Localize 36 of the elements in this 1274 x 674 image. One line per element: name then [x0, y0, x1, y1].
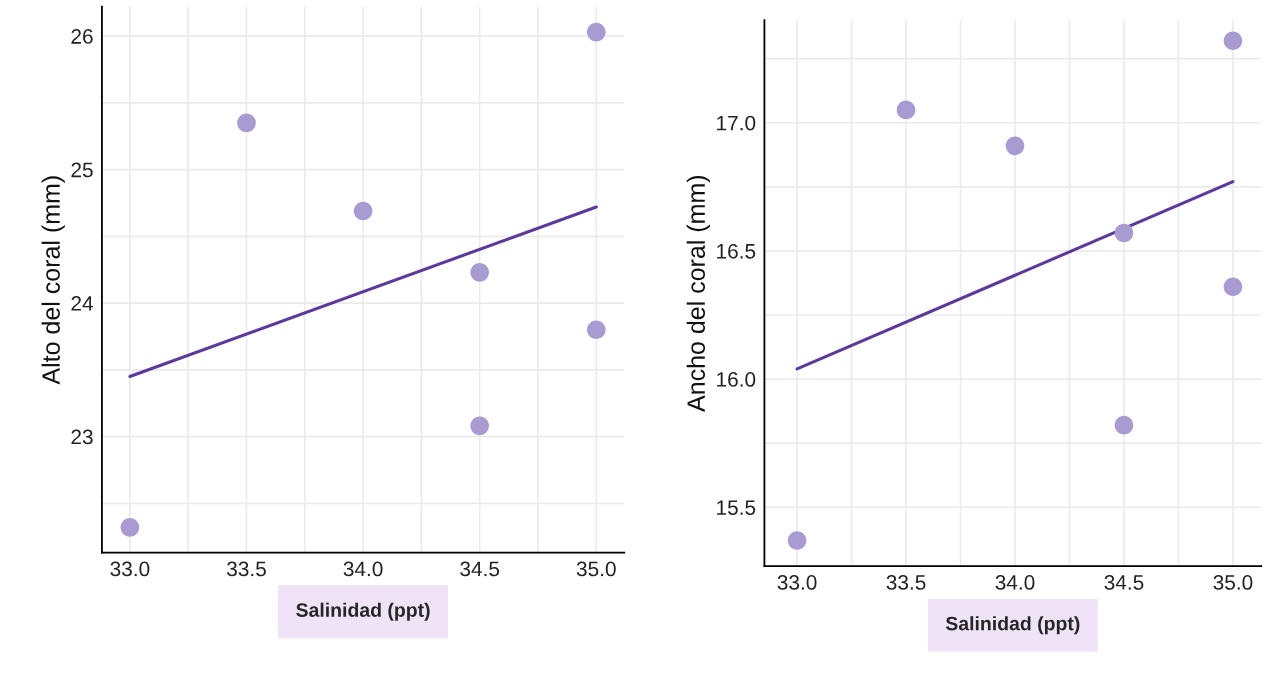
point — [1005, 136, 1025, 156]
point — [120, 518, 140, 537]
y-tick-label: 16.0 — [717, 372, 756, 387]
y-tick-label: 15.5 — [717, 500, 756, 515]
y-tick-label: 26 — [71, 29, 93, 44]
point — [896, 100, 916, 120]
x-tick-label: 34.0 — [343, 561, 383, 577]
y-tick-label: 17.0 — [717, 115, 756, 131]
point — [1114, 415, 1134, 435]
x-tick-label: 34.5 — [460, 561, 500, 577]
point — [353, 201, 373, 221]
point — [1223, 31, 1243, 51]
point — [1223, 277, 1243, 297]
point — [586, 320, 606, 340]
y-tick-label: 24 — [71, 296, 93, 311]
x-tick-label: 33.0 — [777, 575, 817, 590]
x-tick-label: 33.5 — [886, 575, 926, 590]
point — [1114, 223, 1134, 243]
x-tick-label: 35.0 — [576, 561, 616, 577]
x-tick-label: 34.0 — [995, 575, 1035, 590]
x-axis-title: Salinidad (ppt) — [296, 602, 430, 621]
y-tick-label: 23 — [71, 429, 93, 445]
point — [237, 113, 256, 133]
point — [787, 531, 807, 550]
y-tick-label: 16.5 — [717, 243, 756, 259]
y-axis-title: Alto del coral (mm) — [41, 176, 65, 385]
point — [470, 263, 489, 282]
x-tick-label: 33.5 — [227, 561, 266, 577]
x-tick-label: 33.0 — [110, 561, 150, 577]
y-tick-label: 25 — [71, 162, 93, 178]
x-tick-label: 35.0 — [1213, 575, 1253, 590]
x-axis-title: Salinidad (ppt) — [945, 616, 1080, 635]
point — [586, 22, 606, 42]
x-tick-label: 34.5 — [1104, 575, 1144, 590]
point — [470, 416, 489, 436]
y-axis-title: Ancho del coral (mm) — [686, 175, 710, 412]
